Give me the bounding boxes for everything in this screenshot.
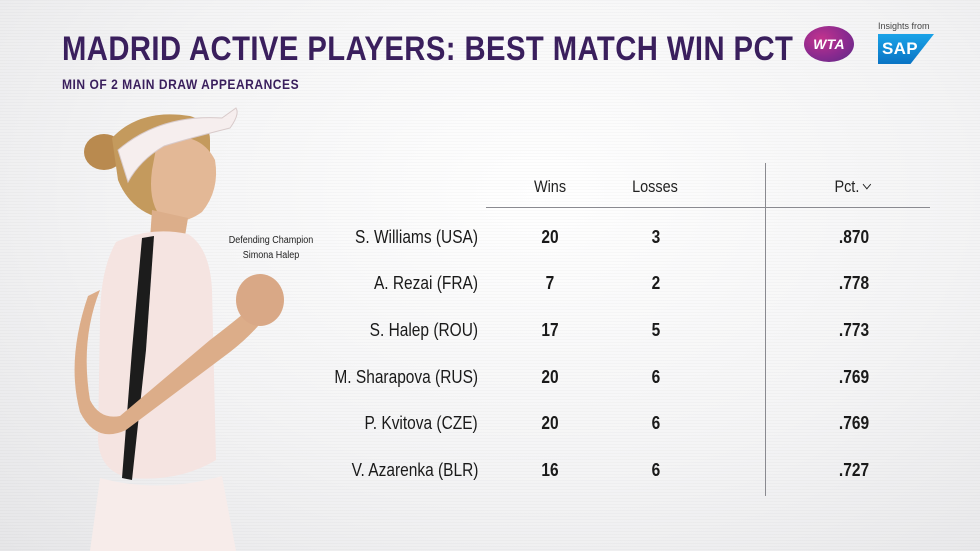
player-name: V. Azarenka (BLR) (351, 460, 478, 480)
table-row: S. Williams (USA) 20 3 .870 (330, 227, 930, 273)
pct-value: .870 (838, 227, 870, 247)
player-name: M. Sharapova (RUS) (334, 367, 478, 387)
column-header-losses[interactable]: Losses (632, 177, 678, 196)
wins-value: 20 (541, 227, 559, 247)
pct-value: .727 (838, 460, 870, 480)
losses-value: 6 (651, 460, 661, 480)
table-row: A. Rezai (FRA) 7 2 .778 (330, 273, 930, 319)
player-name: P. Kvitova (CZE) (364, 413, 478, 433)
page-title: MADRID ACTIVE PLAYERS: BEST MATCH WIN PC… (62, 30, 794, 68)
column-divider (765, 163, 766, 496)
player-name: A. Rezai (FRA) (373, 273, 478, 293)
page-subtitle: MIN OF 2 MAIN DRAW APPEARANCES (62, 76, 300, 92)
wta-logo: WTA (804, 26, 854, 62)
pct-value: .769 (838, 413, 870, 433)
table-row: V. Azarenka (BLR) 16 6 .727 (330, 460, 930, 506)
wins-value: 17 (541, 320, 559, 340)
wins-value: 16 (541, 460, 559, 480)
caption-line-2: Simona Halep (242, 250, 300, 261)
wta-logo-text: WTA (813, 36, 845, 52)
header-divider (486, 207, 930, 208)
column-header-pct-label: Pct. (834, 177, 860, 196)
wins-value: 20 (541, 367, 559, 387)
player-photo (74, 107, 284, 551)
chevron-down-icon (862, 179, 871, 190)
pct-value: .773 (838, 320, 870, 340)
player-name: S. Halep (ROU) (369, 320, 478, 340)
insights-label: Insights from (878, 21, 930, 31)
pct-value: .769 (838, 367, 870, 387)
table-row: P. Kvitova (CZE) 20 6 .769 (330, 413, 930, 459)
wins-value: 20 (541, 413, 559, 433)
player-caption: Defending Champion Simona Halep (222, 233, 321, 263)
sap-logo-text: SAP (882, 39, 918, 58)
losses-value: 6 (651, 413, 661, 433)
caption-line-1: Defending Champion (228, 235, 314, 246)
column-header-wins[interactable]: Wins (533, 177, 567, 196)
pct-value: .778 (838, 273, 870, 293)
losses-value: 5 (651, 320, 661, 340)
table-row: S. Halep (ROU) 17 5 .773 (330, 320, 930, 366)
losses-value: 3 (651, 227, 661, 247)
losses-value: 2 (651, 273, 661, 293)
losses-value: 6 (651, 367, 661, 387)
player-name: S. Williams (USA) (355, 227, 478, 247)
table-row: M. Sharapova (RUS) 20 6 .769 (330, 367, 930, 413)
column-header-pct[interactable]: Pct. (818, 177, 886, 197)
wins-value: 7 (545, 273, 555, 293)
